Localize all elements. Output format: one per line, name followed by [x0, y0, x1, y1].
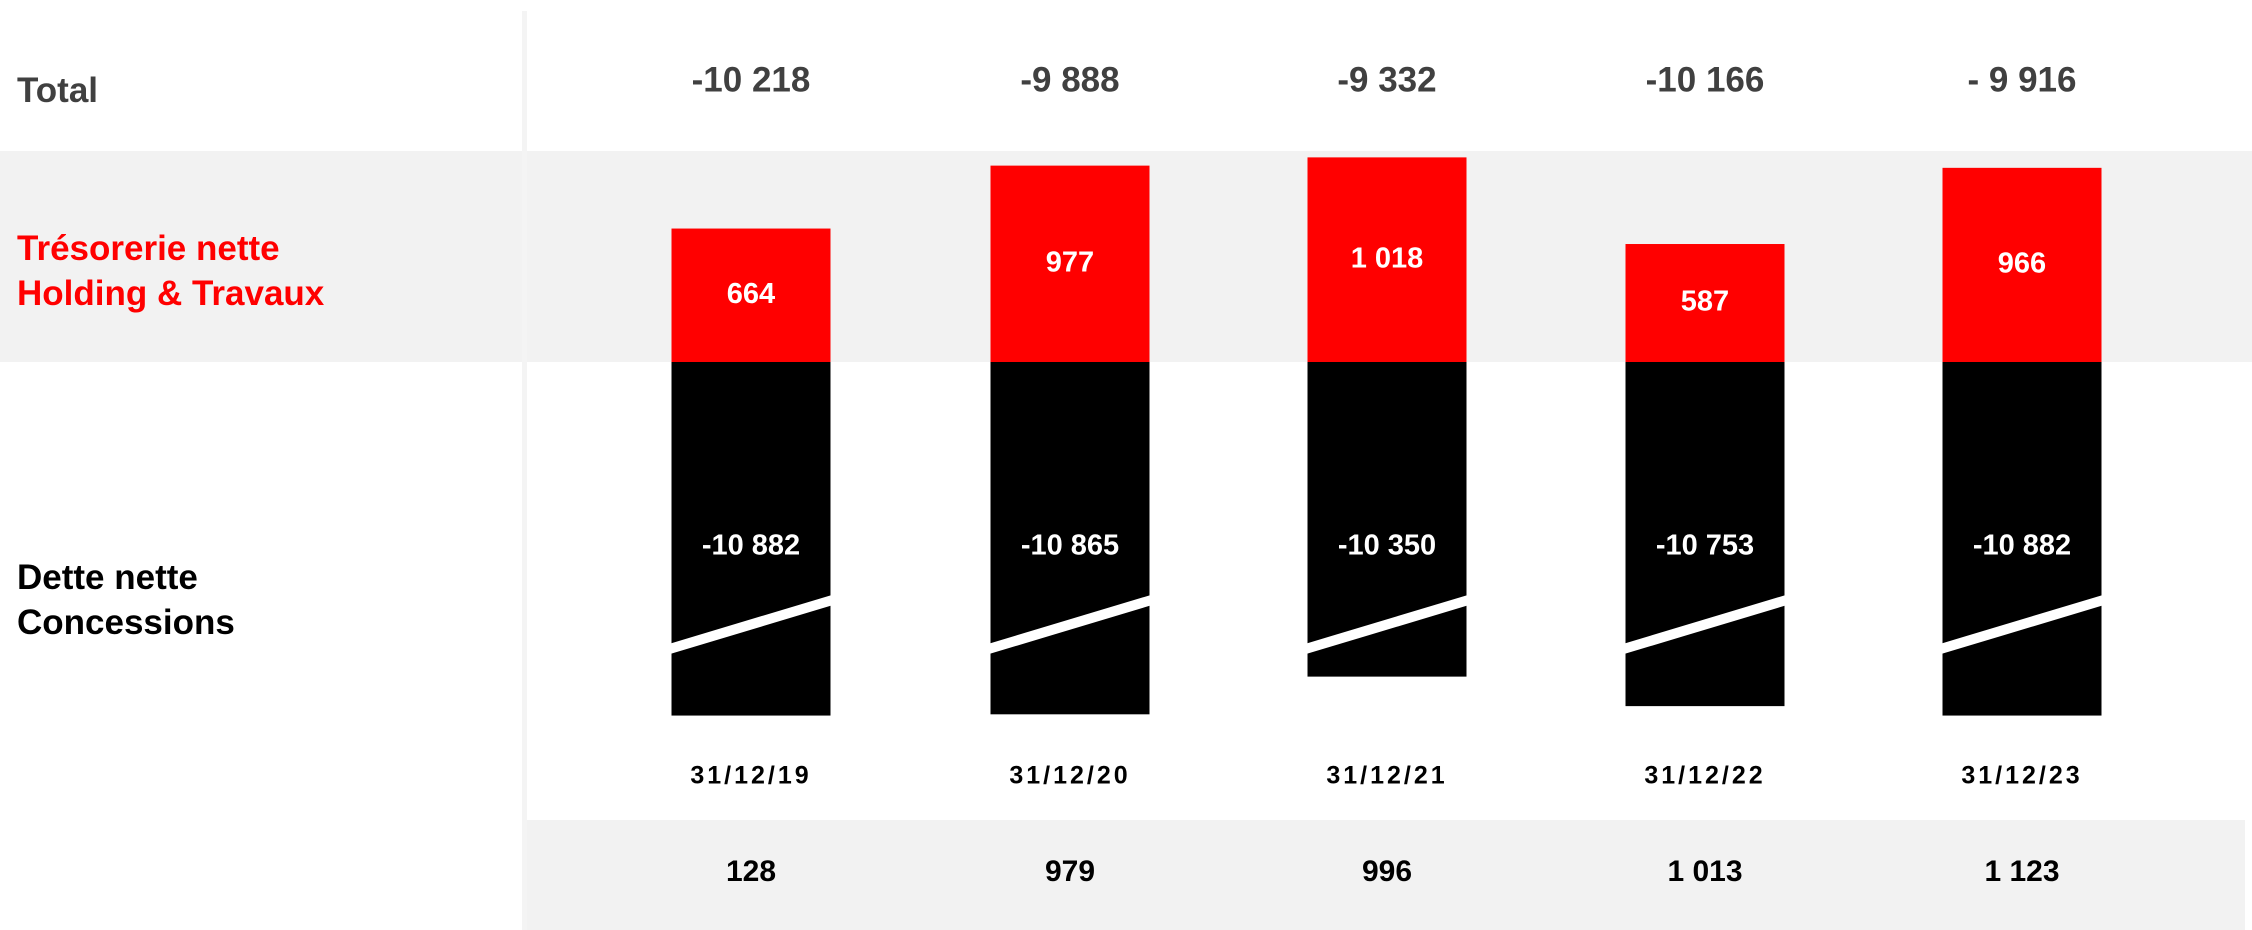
footer-label: 1 123: [1984, 855, 2059, 888]
axis-break: [987, 595, 1153, 654]
bar: [1942, 362, 2102, 716]
total-label: -9 332: [1337, 60, 1436, 99]
x-tick-label: 31/12/23: [1961, 762, 2082, 790]
footer-label: 979: [1045, 855, 1095, 888]
footer-label: 996: [1362, 855, 1412, 888]
bar-label: -10 882: [702, 530, 800, 562]
panel: [527, 11, 2245, 151]
bar: [671, 228, 831, 362]
axis-break: [1622, 595, 1788, 654]
x-tick-label: 31/12/19: [690, 762, 811, 790]
footer-label: 1 013: [1667, 855, 1742, 888]
row-label: Dette nette Concessions: [17, 558, 235, 642]
axis-break: [1939, 595, 2105, 654]
row-label: Total: [17, 71, 99, 110]
x-tick-label: 31/12/21: [1326, 762, 1447, 790]
bar: [1625, 362, 1785, 707]
axis-break: [668, 595, 834, 654]
total-label: -10 218: [692, 60, 811, 99]
footer-label: 128: [726, 855, 776, 888]
bar: [990, 165, 1150, 362]
axis-break: [1304, 595, 1470, 654]
bar-label: 664: [727, 278, 775, 310]
bar-label: -10 350: [1338, 530, 1436, 562]
x-tick-label: 31/12/20: [1009, 762, 1130, 790]
bar: [990, 362, 1150, 715]
total-label: -10 166: [1646, 60, 1765, 99]
bar-label: 1 018: [1351, 242, 1424, 274]
bar-label: 977: [1046, 246, 1094, 278]
row-label: Trésorerie nette Holding & Travaux: [17, 229, 325, 313]
x-tick-label: 31/12/22: [1644, 762, 1765, 790]
bar: [671, 362, 831, 716]
bar-label: 966: [1998, 248, 2046, 280]
footer-band: [527, 820, 2245, 930]
bar: [1625, 244, 1785, 362]
bar: [1307, 157, 1467, 362]
panel-shadow: [522, 11, 527, 930]
bar-label: -10 753: [1656, 530, 1754, 562]
total-label: - 9 916: [1968, 60, 2077, 99]
bar-label: -10 882: [1973, 530, 2071, 562]
bar-label: -10 865: [1021, 530, 1119, 562]
bar: [1942, 167, 2102, 362]
bar-label: 587: [1681, 286, 1729, 318]
total-label: -9 888: [1020, 60, 1119, 99]
